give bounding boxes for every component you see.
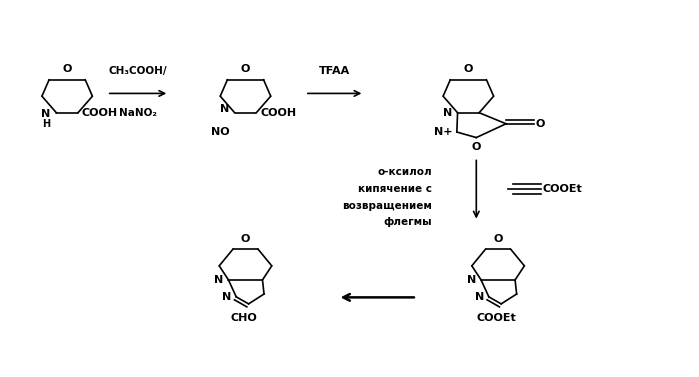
- Text: CH₃COOH/: CH₃COOH/: [108, 66, 167, 76]
- Text: O: O: [535, 119, 545, 129]
- Text: N: N: [220, 104, 230, 114]
- Text: флегмы: флегмы: [383, 218, 432, 227]
- Text: CHO: CHO: [230, 313, 257, 323]
- Text: NaNO₂: NaNO₂: [119, 108, 157, 118]
- Text: O: O: [493, 233, 503, 244]
- Text: O: O: [240, 233, 250, 244]
- Text: H: H: [42, 119, 50, 129]
- Text: N: N: [467, 275, 476, 285]
- Text: N: N: [443, 108, 453, 118]
- Text: N+: N+: [434, 127, 453, 137]
- Text: N: N: [41, 109, 50, 119]
- Text: TFAA: TFAA: [319, 66, 350, 76]
- Text: COOEt: COOEt: [476, 313, 516, 323]
- Text: COOH: COOH: [260, 108, 296, 118]
- Text: O: O: [463, 64, 473, 74]
- Text: COOH: COOH: [82, 108, 118, 118]
- Text: COOEt: COOEt: [542, 184, 582, 194]
- Text: O: O: [62, 64, 72, 74]
- Text: возвращением: возвращением: [342, 201, 432, 211]
- Text: N: N: [222, 292, 231, 302]
- Text: NO: NO: [211, 127, 230, 136]
- Text: кипячение с: кипячение с: [358, 184, 432, 194]
- Text: O: O: [240, 64, 250, 74]
- Text: N: N: [215, 275, 224, 285]
- Text: O: O: [472, 143, 481, 152]
- Text: N: N: [475, 292, 484, 302]
- Text: о-ксилол: о-ксилол: [377, 167, 432, 177]
